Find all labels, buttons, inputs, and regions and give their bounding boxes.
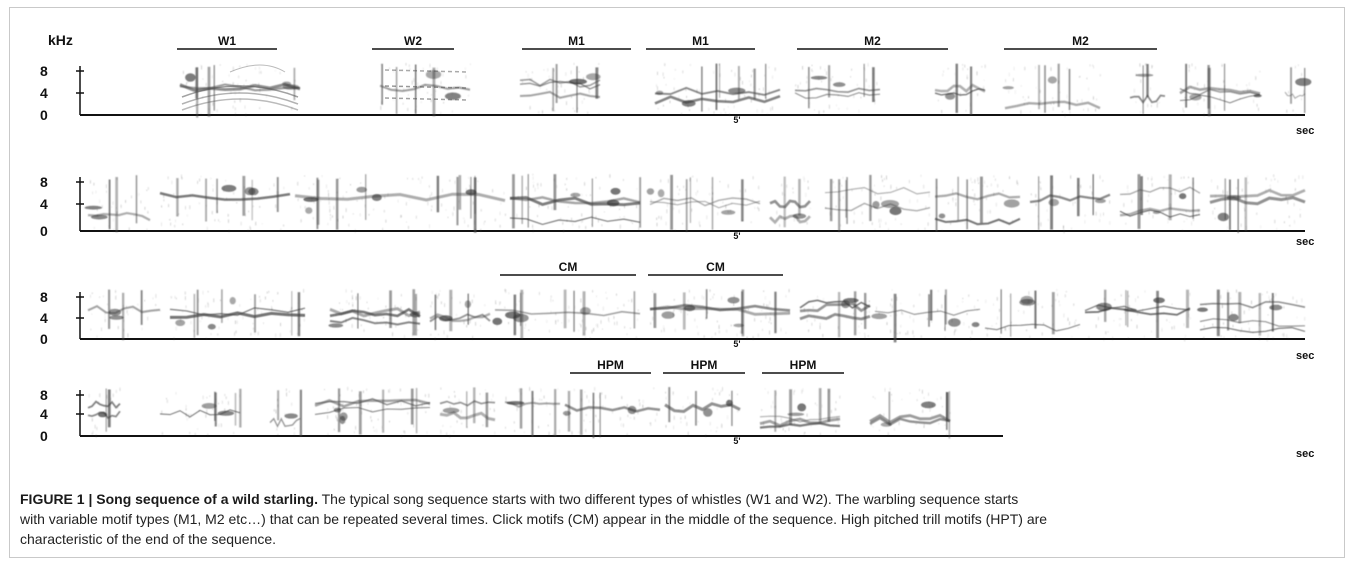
spectrogram-row: HPM HPM HPM 8 4 0 5' sec	[40, 358, 1314, 460]
spectrogram-texture	[87, 289, 1306, 343]
y-tick-label: 8	[40, 174, 48, 190]
time-unit-label: sec	[1296, 236, 1314, 248]
spectrogram-row: 8 4 0 5' sec	[40, 174, 1314, 248]
spectrogram-texture	[84, 174, 1306, 234]
y-tick-label: 0	[40, 107, 48, 123]
spectrogram-figure: kHz W1 W2 M1 M1 M2 M2 8 4 0 5' sec 8 4 0 5' sec CM CM 8 4 0 5…	[40, 32, 1314, 460]
time-tick-label: 5'	[733, 231, 740, 241]
y-tick-label: 8	[40, 387, 48, 403]
motif-label: W2	[404, 34, 422, 48]
whistle-traces	[181, 64, 469, 111]
motif-label: HPM	[790, 358, 817, 372]
caption-text-1: The typical song sequence starts with tw…	[317, 491, 1019, 507]
time-unit-label: sec	[1296, 125, 1314, 137]
caption-line-2: with variable motif types (M1, M2 etc…) …	[20, 511, 1048, 527]
motif-label: M1	[568, 34, 585, 48]
y-tick-label: 4	[40, 406, 48, 422]
y-tick-label: 8	[40, 289, 48, 305]
motif-label: HPM	[691, 358, 718, 372]
time-tick-label: 5'	[733, 436, 740, 446]
motif-label: M2	[864, 34, 881, 48]
time-unit-label: sec	[1296, 448, 1314, 460]
motif-label: HPM	[597, 358, 624, 372]
y-unit-label: kHz	[48, 32, 73, 48]
spectrogram-row: W1 W2 M1 M1 M2 M2 8 4 0 5' sec	[40, 34, 1314, 137]
spectrogram-texture	[179, 63, 1312, 118]
time-unit-label: sec	[1296, 350, 1314, 362]
y-tick-label: 8	[40, 63, 48, 79]
spectrogram-rows: W1 W2 M1 M1 M2 M2 8 4 0 5' sec 8 4 0 5' sec CM CM 8 4 0 5' sec…	[40, 34, 1314, 460]
y-tick-label: 0	[40, 428, 48, 444]
caption-line-1: FIGURE 1 | Song sequence of a wild starl…	[20, 491, 1018, 507]
motif-label: CM	[706, 260, 725, 274]
motif-label: CM	[559, 260, 578, 274]
y-tick-label: 0	[40, 331, 48, 347]
motif-label: W1	[218, 34, 236, 48]
time-tick-label: 5'	[733, 339, 740, 349]
y-tick-label: 4	[40, 85, 48, 101]
spectrogram-texture	[87, 387, 951, 439]
motif-label: M2	[1072, 34, 1089, 48]
spectrogram-row: CM CM 8 4 0 5' sec	[40, 260, 1314, 362]
motif-label: M1	[692, 34, 709, 48]
caption-title: FIGURE 1 | Song sequence of a wild starl…	[20, 491, 318, 507]
y-tick-label: 4	[40, 196, 48, 212]
y-tick-label: 4	[40, 310, 48, 326]
y-tick-label: 0	[40, 223, 48, 239]
caption-line-3: characteristic of the end of the sequenc…	[20, 531, 277, 547]
time-tick-label: 5'	[733, 115, 740, 125]
